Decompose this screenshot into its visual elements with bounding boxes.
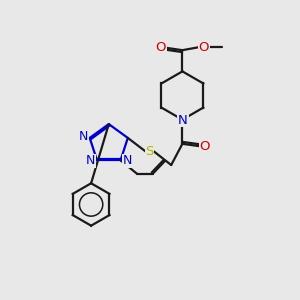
Text: N: N xyxy=(86,154,95,167)
Text: O: O xyxy=(200,140,210,153)
Text: S: S xyxy=(145,145,154,158)
Text: O: O xyxy=(199,41,209,54)
Text: N: N xyxy=(178,114,188,127)
Text: N: N xyxy=(79,130,88,143)
Text: N: N xyxy=(122,154,132,167)
Text: O: O xyxy=(156,41,166,54)
